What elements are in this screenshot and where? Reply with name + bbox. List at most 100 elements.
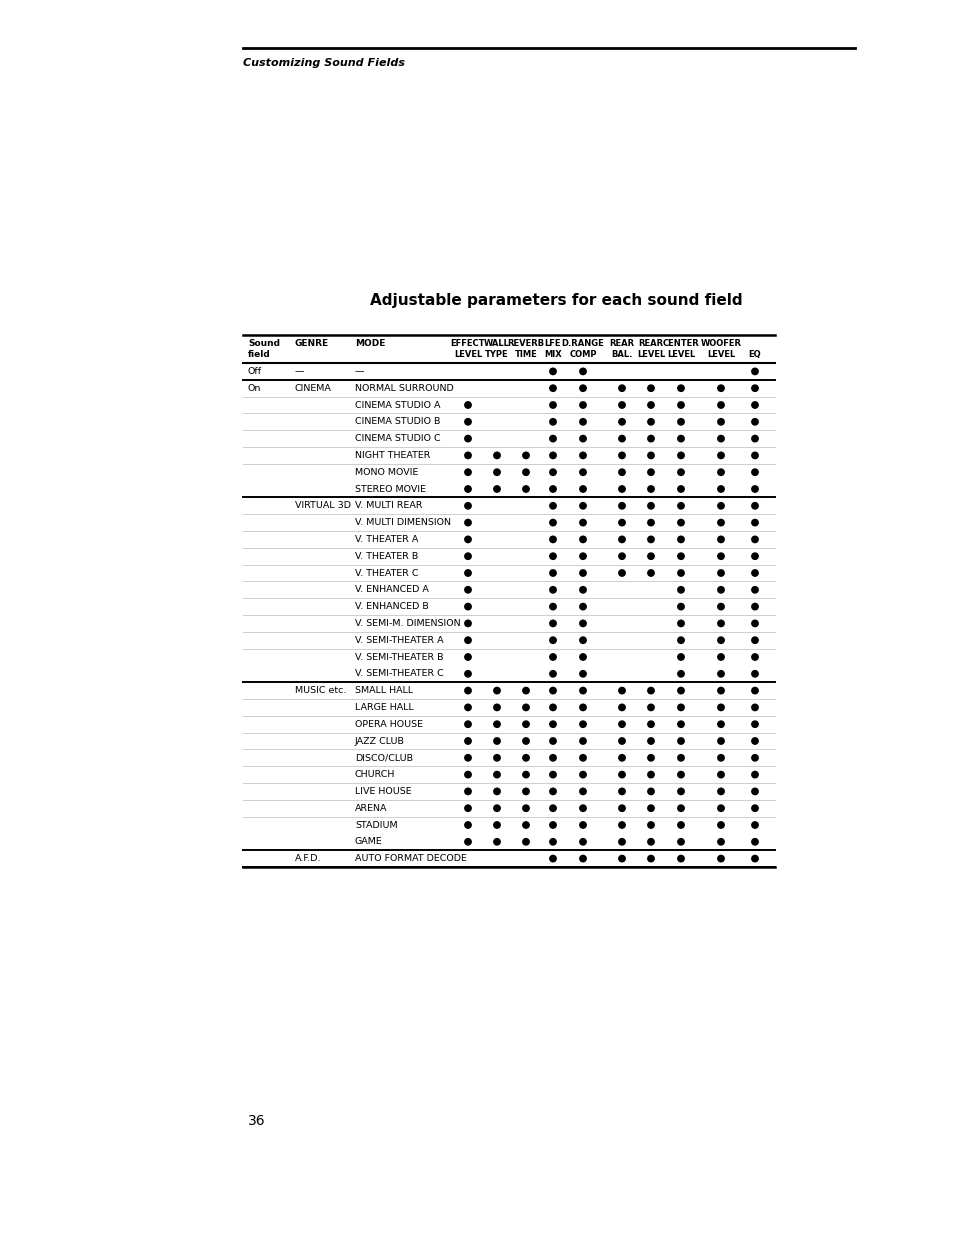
Circle shape (522, 453, 529, 459)
Circle shape (549, 620, 556, 626)
Text: CINEMA STUDIO A: CINEMA STUDIO A (355, 401, 440, 409)
Circle shape (677, 737, 683, 745)
Circle shape (647, 435, 654, 441)
Circle shape (751, 418, 758, 425)
Circle shape (618, 737, 624, 745)
Text: Adjustable parameters for each sound field: Adjustable parameters for each sound fie… (370, 293, 741, 308)
Text: NORMAL SURROUND: NORMAL SURROUND (355, 383, 454, 392)
Text: MUSIC etc.: MUSIC etc. (294, 686, 346, 695)
Circle shape (751, 435, 758, 441)
Text: V. SEMI-THEATER B: V. SEMI-THEATER B (355, 652, 443, 661)
Circle shape (677, 788, 683, 794)
Text: MIX: MIX (543, 350, 561, 359)
Circle shape (579, 788, 585, 794)
Circle shape (618, 805, 624, 811)
Text: V. THEATER B: V. THEATER B (355, 551, 417, 561)
Circle shape (579, 503, 585, 509)
Circle shape (717, 755, 723, 761)
Text: V. SEMI-THEATER A: V. SEMI-THEATER A (355, 636, 443, 645)
Circle shape (549, 737, 556, 745)
Text: LEVEL: LEVEL (666, 350, 695, 359)
Circle shape (751, 536, 758, 543)
Circle shape (677, 536, 683, 543)
Text: DISCO/CLUB: DISCO/CLUB (355, 753, 413, 762)
Text: TIME: TIME (514, 350, 537, 359)
Text: COMP: COMP (569, 350, 597, 359)
Circle shape (464, 737, 471, 745)
Circle shape (751, 453, 758, 459)
Text: LEVEL: LEVEL (706, 350, 735, 359)
Circle shape (717, 552, 723, 560)
Circle shape (751, 402, 758, 408)
Circle shape (618, 688, 624, 694)
Circle shape (618, 402, 624, 408)
Circle shape (717, 856, 723, 862)
Circle shape (677, 688, 683, 694)
Circle shape (494, 453, 499, 459)
Circle shape (549, 536, 556, 543)
Circle shape (464, 587, 471, 593)
Circle shape (677, 552, 683, 560)
Circle shape (464, 805, 471, 811)
Circle shape (494, 704, 499, 710)
Circle shape (464, 453, 471, 459)
Circle shape (618, 418, 624, 425)
Circle shape (522, 721, 529, 727)
Circle shape (677, 435, 683, 441)
Circle shape (579, 856, 585, 862)
Circle shape (579, 469, 585, 476)
Circle shape (751, 385, 758, 391)
Circle shape (549, 721, 556, 727)
Text: NIGHT THEATER: NIGHT THEATER (355, 451, 430, 460)
Text: REVERB: REVERB (507, 339, 544, 348)
Circle shape (464, 772, 471, 778)
Circle shape (677, 418, 683, 425)
Circle shape (717, 805, 723, 811)
Circle shape (579, 737, 585, 745)
Circle shape (717, 704, 723, 710)
Circle shape (464, 653, 471, 660)
Circle shape (464, 637, 471, 644)
Circle shape (647, 453, 654, 459)
Circle shape (677, 805, 683, 811)
Text: CINEMA STUDIO C: CINEMA STUDIO C (355, 434, 440, 443)
Circle shape (494, 788, 499, 794)
Circle shape (579, 688, 585, 694)
Circle shape (494, 838, 499, 845)
Circle shape (618, 755, 624, 761)
Circle shape (647, 469, 654, 476)
Circle shape (751, 519, 758, 525)
Text: EQ: EQ (748, 350, 760, 359)
Circle shape (717, 838, 723, 845)
Circle shape (618, 503, 624, 509)
Circle shape (618, 552, 624, 560)
Circle shape (751, 788, 758, 794)
Text: REAR: REAR (609, 339, 634, 348)
Text: ARENA: ARENA (355, 804, 387, 813)
Circle shape (579, 822, 585, 829)
Circle shape (464, 503, 471, 509)
Text: VIRTUAL 3D: VIRTUAL 3D (294, 502, 351, 510)
Circle shape (522, 486, 529, 492)
Text: WOOFER: WOOFER (700, 339, 740, 348)
Circle shape (677, 385, 683, 391)
Circle shape (618, 721, 624, 727)
Circle shape (717, 486, 723, 492)
Circle shape (549, 788, 556, 794)
Text: MONO MOVIE: MONO MOVIE (355, 467, 418, 477)
Circle shape (647, 805, 654, 811)
Circle shape (549, 838, 556, 845)
Circle shape (647, 788, 654, 794)
Text: CENTER: CENTER (662, 339, 699, 348)
Circle shape (618, 435, 624, 441)
Text: V. MULTI DIMENSION: V. MULTI DIMENSION (355, 518, 451, 526)
Circle shape (522, 805, 529, 811)
Circle shape (647, 503, 654, 509)
Circle shape (647, 737, 654, 745)
Circle shape (717, 721, 723, 727)
Circle shape (717, 519, 723, 525)
Circle shape (647, 402, 654, 408)
Circle shape (647, 536, 654, 543)
Circle shape (647, 519, 654, 525)
Circle shape (751, 671, 758, 677)
